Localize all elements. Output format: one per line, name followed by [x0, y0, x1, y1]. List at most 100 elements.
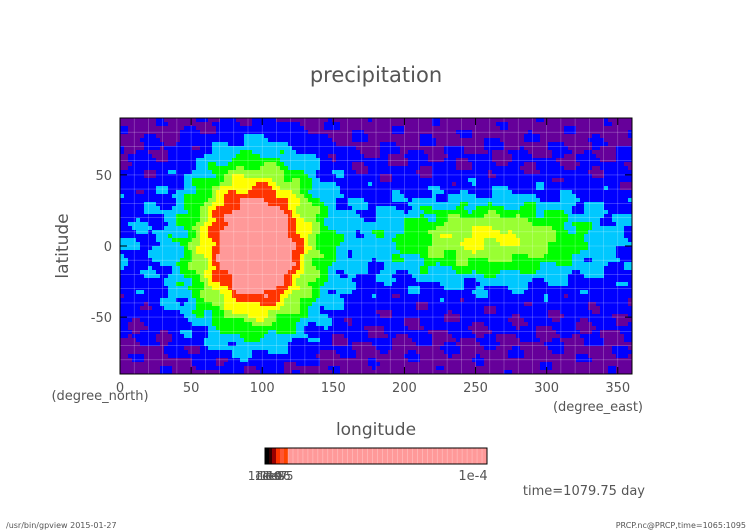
heatmap-cell — [580, 218, 585, 223]
heatmap-cell — [252, 158, 257, 163]
heatmap-cell — [120, 238, 125, 243]
heatmap-cell — [284, 246, 289, 251]
heatmap-cell — [464, 150, 469, 155]
heatmap-cell — [232, 162, 237, 167]
heatmap-cell — [344, 146, 349, 151]
heatmap-cell — [240, 234, 245, 239]
heatmap-cell — [344, 150, 349, 155]
heatmap-cell — [452, 198, 457, 203]
heatmap-cell — [224, 246, 229, 251]
heatmap-cell — [484, 238, 489, 243]
heatmap-cell — [448, 218, 453, 223]
heatmap-cell — [416, 126, 421, 131]
heatmap-cell — [264, 166, 269, 171]
heatmap-cell — [600, 142, 605, 147]
heatmap-cell — [172, 170, 177, 175]
heatmap-cell — [568, 226, 573, 231]
heatmap-cell — [404, 242, 409, 247]
heatmap-cell — [540, 210, 545, 215]
heatmap-cell — [192, 150, 197, 155]
heatmap-cell — [264, 186, 269, 191]
heatmap-cell — [576, 222, 581, 227]
heatmap-cell — [400, 230, 405, 235]
heatmap-cell — [620, 150, 625, 155]
heatmap-cell — [540, 226, 545, 231]
heatmap-cell — [572, 250, 577, 255]
heatmap-cell — [520, 214, 525, 219]
heatmap-cell — [388, 210, 393, 215]
heatmap-cell — [304, 178, 309, 183]
heatmap-cell — [284, 146, 289, 151]
heatmap-cell — [252, 118, 257, 123]
heatmap-cell — [276, 230, 281, 235]
heatmap-cell — [164, 122, 169, 127]
heatmap-cell — [372, 202, 377, 207]
heatmap-cell — [252, 218, 257, 223]
heatmap-cell — [188, 230, 193, 235]
heatmap-cell — [556, 182, 561, 187]
heatmap-cell — [396, 150, 401, 155]
heatmap-cell — [484, 150, 489, 155]
heatmap-cell — [592, 218, 597, 223]
heatmap-cell — [188, 154, 193, 159]
heatmap-cell — [420, 222, 425, 227]
heatmap-cell — [552, 154, 557, 159]
heatmap-cell — [520, 150, 525, 155]
heatmap-cell — [572, 154, 577, 159]
heatmap-cell — [268, 122, 273, 127]
heatmap-cell — [436, 146, 441, 151]
heatmap-cell — [152, 194, 157, 199]
heatmap-cell — [352, 130, 357, 135]
heatmap-cell — [604, 162, 609, 167]
heatmap-cell — [204, 250, 209, 255]
heatmap-cell — [136, 250, 141, 255]
heatmap-cell — [500, 118, 505, 123]
heatmap-cell — [156, 154, 161, 159]
heatmap-cell — [516, 178, 521, 183]
heatmap-cell — [460, 214, 465, 219]
heatmap-cell — [480, 158, 485, 163]
heatmap-cell — [612, 262, 617, 267]
heatmap-cell — [192, 146, 197, 151]
heatmap-cell — [212, 134, 217, 139]
heatmap-cell — [364, 190, 369, 195]
heatmap-cell — [204, 190, 209, 195]
heatmap-cell — [328, 118, 333, 123]
heatmap-cell — [220, 182, 225, 187]
heatmap-cell — [516, 190, 521, 195]
heatmap-cell — [348, 266, 353, 271]
heatmap-cell — [264, 150, 269, 155]
heatmap-cell — [540, 178, 545, 183]
heatmap-cell — [384, 250, 389, 255]
heatmap-cell — [240, 194, 245, 199]
heatmap-cell — [496, 154, 501, 159]
heatmap-cell — [412, 130, 417, 135]
heatmap-cell — [336, 202, 341, 207]
heatmap-cell — [512, 130, 517, 135]
heatmap-cell — [284, 266, 289, 271]
heatmap-cell — [560, 126, 565, 131]
heatmap-cell — [592, 226, 597, 231]
heatmap-cell — [384, 154, 389, 159]
heatmap-cell — [200, 126, 205, 131]
heatmap-cell — [288, 258, 293, 263]
heatmap-cell — [232, 134, 237, 139]
heatmap-cell — [128, 270, 133, 275]
heatmap-cell — [328, 190, 333, 195]
heatmap-cell — [472, 186, 477, 191]
heatmap-cell — [212, 186, 217, 191]
heatmap-cell — [296, 150, 301, 155]
heatmap-cell — [560, 214, 565, 219]
heatmap-cell — [212, 270, 217, 275]
heatmap-cell — [176, 174, 181, 179]
heatmap-cell — [144, 158, 149, 163]
heatmap-cell — [240, 262, 245, 267]
heatmap-cell — [256, 170, 261, 175]
heatmap-cell — [316, 210, 321, 215]
heatmap-cell — [308, 222, 313, 227]
heatmap-cell — [404, 222, 409, 227]
heatmap-cell — [476, 178, 481, 183]
heatmap-cell — [536, 154, 541, 159]
heatmap-cell — [268, 222, 273, 227]
heatmap-cell — [568, 202, 573, 207]
